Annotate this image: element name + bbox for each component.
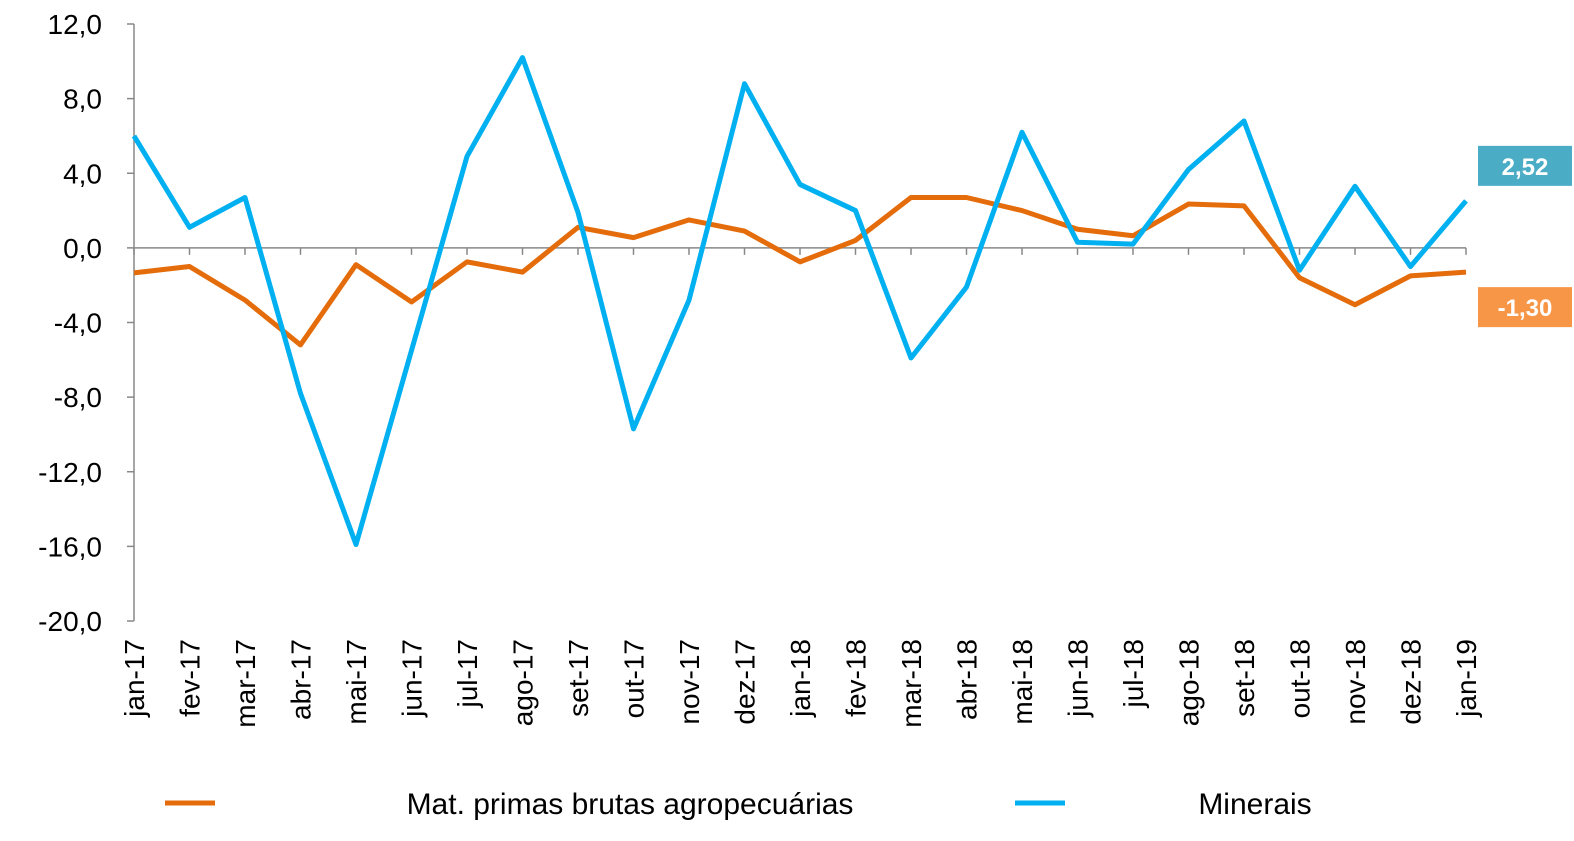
x-tick-label: out-17: [619, 639, 650, 718]
x-tick-label: out-18: [1285, 639, 1316, 718]
x-tick-label: fev-18: [841, 639, 872, 717]
y-tick-label: 12,0: [48, 9, 103, 40]
x-tick-label: set-17: [563, 639, 594, 717]
x-tick-label: jul-18: [1118, 639, 1149, 708]
y-tick-label: 8,0: [63, 84, 102, 115]
value-label-text: -1,30: [1498, 295, 1553, 322]
value-label-text: 2,52: [1502, 154, 1549, 181]
y-tick-label: -20,0: [38, 606, 102, 637]
value-label-box: [1478, 145, 1572, 186]
x-tick-label: jan-17: [119, 639, 150, 718]
legend-label: Minerais: [1198, 788, 1311, 821]
x-tick-label: set-18: [1229, 639, 1260, 717]
x-tick-label: abr-18: [952, 639, 983, 720]
x-tick-label: jan-18: [785, 639, 816, 718]
x-tick-label: ago-18: [1174, 639, 1205, 726]
value-label: -1,30: [1478, 287, 1572, 328]
x-tick-label: ago-17: [508, 639, 539, 726]
y-tick-label: -12,0: [38, 457, 102, 488]
series-line: [133, 195, 1467, 348]
y-tick-label: 4,0: [63, 158, 102, 189]
x-tick-label: mai-18: [1007, 639, 1038, 725]
x-tick-label: jul-17: [452, 639, 483, 708]
x-tick-label: abr-17: [286, 639, 317, 720]
x-tick-label: mar-17: [230, 639, 261, 728]
y-tick-label: -16,0: [38, 531, 102, 562]
x-tick-label: dez-17: [730, 639, 761, 725]
x-tick-label: mai-17: [341, 639, 372, 725]
value-label-box: [1478, 287, 1572, 328]
value-label: 2,52: [1478, 145, 1572, 186]
x-tick-label: nov-17: [674, 639, 705, 725]
x-tick-label: jun-17: [397, 639, 428, 718]
y-tick-label: -4,0: [54, 308, 102, 339]
legend-label: Mat. primas brutas agropecuárias: [407, 788, 854, 821]
x-tick-label: fev-17: [175, 639, 206, 717]
x-tick-label: jun-18: [1063, 639, 1094, 718]
y-tick-label: -8,0: [54, 382, 102, 413]
series-line: [131, 55, 1468, 548]
y-tick-label: 0,0: [63, 233, 102, 264]
x-tick-label: jan-19: [1451, 639, 1482, 718]
x-tick-label: mar-18: [896, 639, 927, 728]
x-tick-label: nov-18: [1340, 639, 1371, 725]
x-tick-label: dez-18: [1396, 639, 1427, 725]
